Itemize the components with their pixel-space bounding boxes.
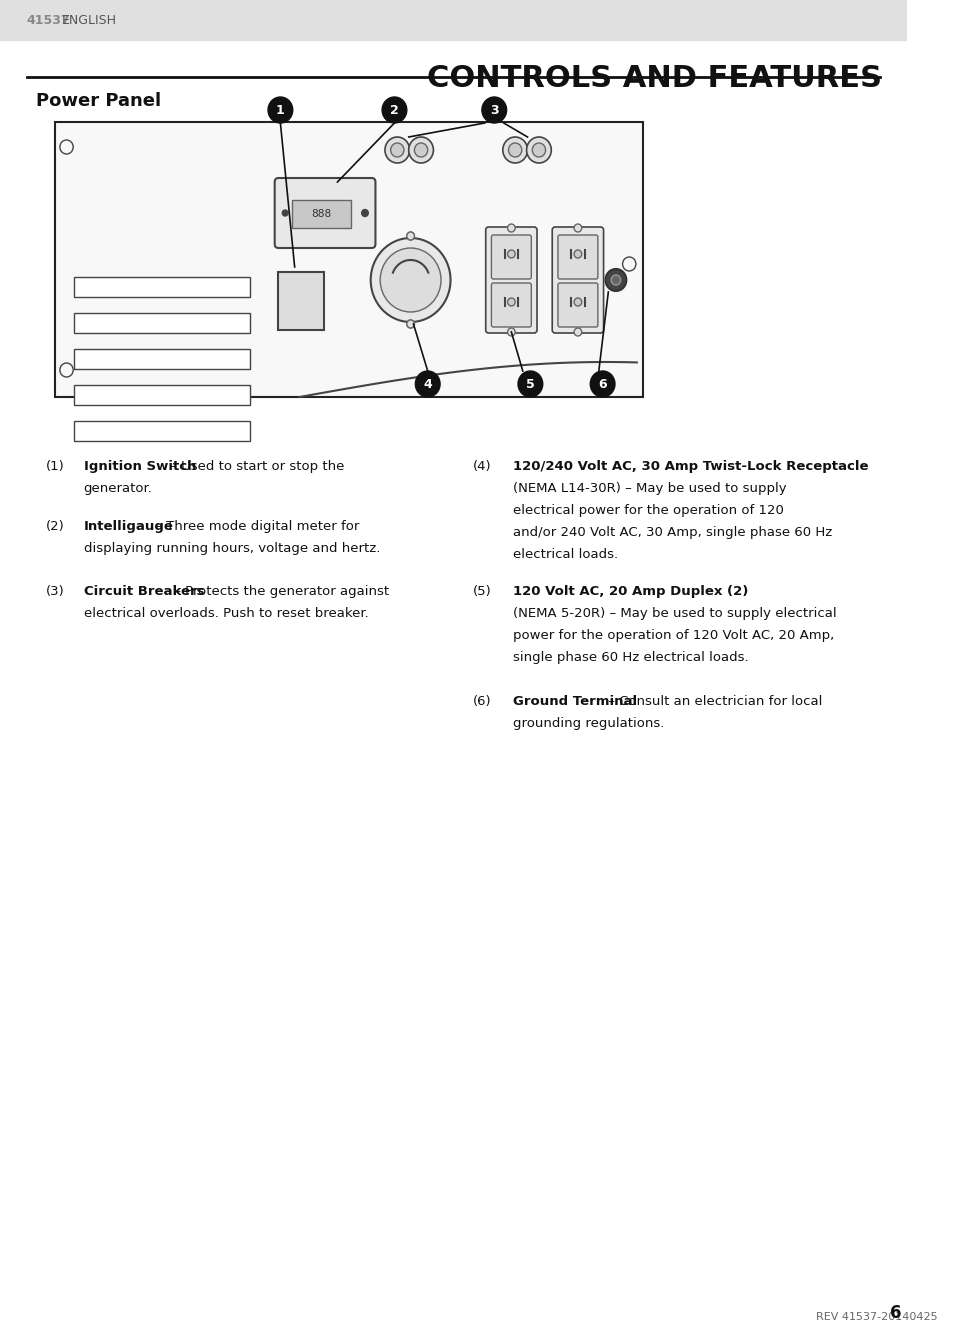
Circle shape: [282, 209, 288, 216]
Text: (6): (6): [473, 695, 492, 709]
Text: electrical loads.: electrical loads.: [513, 548, 618, 561]
Bar: [55, 122, 642, 397]
Bar: [74, 421, 250, 442]
Text: – Used to start or stop the: – Used to start or stop the: [166, 460, 344, 472]
Circle shape: [574, 327, 581, 336]
Circle shape: [406, 232, 414, 240]
Circle shape: [408, 137, 433, 162]
Text: 41537: 41537: [27, 13, 71, 27]
Circle shape: [60, 140, 73, 154]
FancyBboxPatch shape: [552, 227, 603, 333]
Text: 3: 3: [490, 103, 498, 117]
Circle shape: [268, 97, 293, 123]
Circle shape: [507, 224, 515, 232]
Circle shape: [611, 275, 620, 285]
Circle shape: [502, 137, 527, 162]
Text: Ignition Switch: Ignition Switch: [84, 460, 196, 472]
Text: single phase 60 Hz electrical loads.: single phase 60 Hz electrical loads.: [513, 651, 748, 664]
Circle shape: [415, 370, 439, 397]
Bar: [74, 385, 250, 405]
Circle shape: [507, 327, 515, 336]
Text: Circuit Breakers: Circuit Breakers: [84, 585, 204, 599]
Text: (3): (3): [46, 585, 64, 599]
Circle shape: [605, 268, 626, 291]
Circle shape: [406, 319, 414, 327]
FancyBboxPatch shape: [491, 283, 531, 327]
Circle shape: [481, 97, 506, 123]
Circle shape: [406, 232, 414, 240]
Text: CONTROLS AND FEATURES: CONTROLS AND FEATURES: [427, 64, 882, 93]
Circle shape: [532, 144, 545, 157]
Circle shape: [385, 137, 409, 162]
Text: Ground Terminal: Ground Terminal: [513, 695, 637, 709]
Text: 6: 6: [598, 377, 606, 391]
Text: 6: 6: [889, 1304, 901, 1322]
Circle shape: [414, 144, 427, 157]
Circle shape: [517, 370, 542, 397]
Circle shape: [507, 298, 515, 306]
FancyBboxPatch shape: [491, 235, 531, 279]
FancyBboxPatch shape: [558, 235, 598, 279]
Circle shape: [380, 248, 440, 311]
Bar: [74, 313, 250, 333]
Text: Intelligauge: Intelligauge: [84, 519, 173, 533]
Text: ENGLISH: ENGLISH: [62, 13, 116, 27]
Circle shape: [574, 298, 581, 306]
Circle shape: [508, 144, 521, 157]
Text: – Protects the generator against: – Protects the generator against: [170, 585, 389, 599]
Bar: [278, 272, 324, 330]
Text: displaying running hours, voltage and hertz.: displaying running hours, voltage and he…: [84, 542, 379, 556]
Circle shape: [371, 238, 450, 322]
Circle shape: [382, 97, 406, 123]
Text: generator.: generator.: [84, 482, 152, 495]
Text: (NEMA L14-30R) – May be used to supply: (NEMA L14-30R) – May be used to supply: [513, 482, 786, 495]
Text: (4): (4): [473, 460, 492, 472]
Text: 5: 5: [525, 377, 535, 391]
Circle shape: [622, 258, 636, 271]
FancyBboxPatch shape: [558, 283, 598, 327]
FancyBboxPatch shape: [274, 178, 375, 248]
Circle shape: [574, 224, 581, 232]
Circle shape: [361, 209, 368, 216]
Text: 1: 1: [275, 103, 285, 117]
Text: and/or 240 Volt AC, 30 Amp, single phase 60 Hz: and/or 240 Volt AC, 30 Amp, single phase…: [513, 526, 832, 539]
Text: electrical overloads. Push to reset breaker.: electrical overloads. Push to reset brea…: [84, 607, 368, 620]
Text: 4: 4: [423, 377, 432, 391]
Text: (5): (5): [473, 585, 492, 599]
Circle shape: [60, 362, 73, 377]
Bar: [74, 276, 250, 297]
Text: (2): (2): [46, 519, 64, 533]
Text: – Consult an electrician for local: – Consult an electrician for local: [603, 695, 821, 709]
Bar: [74, 349, 250, 369]
Text: Power Panel: Power Panel: [36, 93, 161, 110]
Text: grounding regulations.: grounding regulations.: [513, 717, 664, 730]
Circle shape: [507, 250, 515, 258]
Text: 888: 888: [311, 209, 331, 219]
Text: 120/240 Volt AC, 30 Amp Twist-Lock Receptacle: 120/240 Volt AC, 30 Amp Twist-Lock Recep…: [513, 460, 868, 472]
Text: 120 Volt AC, 20 Amp Duplex (2): 120 Volt AC, 20 Amp Duplex (2): [513, 585, 748, 599]
Text: power for the operation of 120 Volt AC, 20 Amp,: power for the operation of 120 Volt AC, …: [513, 629, 834, 641]
FancyBboxPatch shape: [485, 227, 537, 333]
Circle shape: [406, 319, 414, 327]
Text: 2: 2: [390, 103, 398, 117]
Circle shape: [526, 137, 551, 162]
Text: REV 41537-20140425: REV 41537-20140425: [815, 1312, 936, 1322]
Text: (NEMA 5-20R) – May be used to supply electrical: (NEMA 5-20R) – May be used to supply ele…: [513, 607, 836, 620]
Circle shape: [590, 370, 615, 397]
Text: (1): (1): [46, 460, 64, 472]
Bar: [292, 200, 351, 228]
Text: electrical power for the operation of 120: electrical power for the operation of 12…: [513, 505, 783, 517]
Bar: [0, 0, 905, 40]
Text: – Three mode digital meter for: – Three mode digital meter for: [151, 519, 359, 533]
Circle shape: [574, 250, 581, 258]
Circle shape: [390, 144, 403, 157]
